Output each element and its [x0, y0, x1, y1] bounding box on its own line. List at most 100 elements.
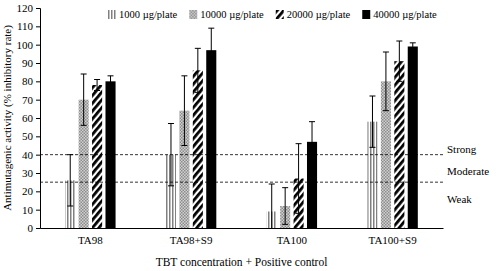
y-tick: 50 — [22, 130, 40, 142]
legend-label: 10000 µg/plate — [200, 9, 264, 20]
error-bar — [369, 96, 375, 147]
error-cap — [369, 147, 375, 148]
reference-line — [40, 154, 443, 155]
y-tick: 110 — [17, 20, 40, 32]
error-cap — [94, 90, 100, 91]
error-stem — [312, 122, 313, 162]
bar — [408, 47, 418, 229]
y-tick-mark — [36, 8, 40, 9]
y-tick-mark — [36, 210, 40, 211]
x-axis-line — [41, 228, 444, 229]
error-stem — [110, 76, 111, 87]
y-tick: 90 — [22, 57, 40, 69]
reference-lines — [40, 155, 443, 183]
y-tick-label: 30 — [22, 167, 34, 179]
bar — [92, 85, 102, 228]
y-tick-label: 70 — [22, 94, 34, 106]
legend-item: 40000 µg/plate — [362, 9, 437, 20]
error-stem — [372, 96, 373, 147]
y-tick-mark — [36, 155, 40, 156]
error-cap — [168, 123, 174, 124]
error-stem — [399, 41, 400, 81]
legend-swatch — [276, 10, 284, 19]
error-cap — [282, 187, 288, 188]
error-bar — [108, 76, 114, 87]
bar — [394, 61, 404, 228]
y-tick-label: 100 — [17, 39, 34, 51]
error-bar — [208, 28, 214, 72]
y-tick: 30 — [22, 167, 40, 179]
legend-item: 20000 µg/plate — [276, 9, 351, 20]
x-axis: TA98 TA98+S9 TA100 TA100+S9 — [41, 228, 444, 246]
error-cap — [181, 75, 187, 76]
series — [92, 41, 404, 228]
x-tick: TA100 — [277, 228, 308, 246]
error-cap — [67, 206, 73, 207]
error-stem — [83, 74, 84, 125]
y-tick-label: 60 — [22, 112, 34, 124]
error-cap — [108, 86, 114, 87]
y-tick-mark — [36, 81, 40, 82]
y-axis: 0 10 20 30 40 50 60 70 80 90 100 110 120 — [17, 2, 41, 234]
legend: 1000 µg/plate 10000 µg/plate 20000 µg/plat… — [108, 9, 437, 20]
y-tick: 10 — [22, 204, 40, 216]
y-tick: 80 — [22, 75, 40, 87]
marks — [40, 28, 443, 228]
error-cap — [94, 79, 100, 80]
legend-item: 1000 µg/plate — [108, 9, 178, 20]
error-bar — [396, 41, 402, 81]
error-bar — [309, 122, 315, 162]
error-bar — [410, 43, 416, 50]
y-tick-label: 40 — [22, 149, 34, 161]
bar — [193, 70, 203, 228]
error-cap — [396, 81, 402, 82]
error-cap — [108, 75, 114, 76]
bar — [206, 50, 216, 228]
error-cap — [410, 50, 416, 51]
y-tick-label: 120 — [17, 2, 34, 14]
error-cap — [296, 213, 302, 214]
y-tick-mark — [36, 191, 40, 192]
error-cap — [369, 96, 375, 97]
annotation: Strong — [447, 143, 477, 155]
x-tick: TA100+S9 — [369, 228, 418, 246]
error-stem — [184, 76, 185, 146]
legend-label: 40000 µg/plate — [373, 9, 437, 20]
y-tick-label: 10 — [22, 204, 34, 216]
error-bar — [296, 144, 302, 214]
y-tick-mark — [36, 173, 40, 174]
x-tick-label: TA98+S9 — [170, 234, 213, 246]
error-cap — [282, 224, 288, 225]
error-cap — [195, 92, 201, 93]
error-bar — [67, 155, 73, 206]
y-tick-label: 90 — [22, 57, 34, 69]
x-tick-label: TA98 — [78, 234, 103, 246]
y-tick: 40 — [22, 149, 40, 161]
y-tick-label: 50 — [22, 130, 34, 142]
y-tick-mark — [36, 228, 40, 229]
error-cap — [269, 184, 275, 185]
x-tick: TA98 — [78, 228, 103, 246]
error-stem — [70, 155, 71, 206]
legend-item: 10000 µg/plate — [189, 9, 264, 20]
y-tick: 0 — [28, 222, 41, 234]
legend-label: 1000 µg/plate — [119, 9, 178, 20]
x-tick: TA98+S9 — [170, 228, 213, 246]
legend-label: 20000 µg/plate — [287, 9, 351, 20]
y-tick: 120 — [17, 2, 41, 14]
error-cap — [383, 52, 389, 53]
error-cap — [309, 121, 315, 122]
y-tick-mark — [36, 100, 40, 101]
error-cap — [168, 185, 174, 186]
error-cap — [81, 125, 87, 126]
annotation: Weak — [447, 193, 472, 205]
y-tick-label: 20 — [22, 185, 34, 197]
error-bar — [282, 188, 288, 225]
x-tick-label: TA100 — [277, 234, 308, 246]
error-stem — [271, 184, 272, 228]
y-tick-label: 110 — [17, 20, 34, 32]
y-tick-mark — [36, 45, 40, 46]
error-stem — [211, 28, 212, 72]
y-tick: 60 — [22, 112, 40, 124]
error-stem — [97, 80, 98, 91]
